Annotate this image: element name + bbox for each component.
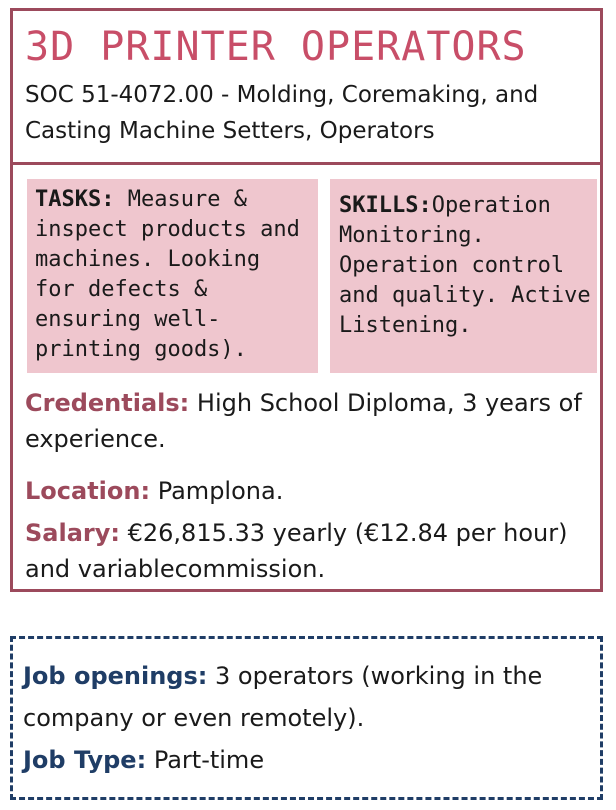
tasks-text: Measure & inspect products and machines.…	[35, 187, 300, 362]
job-openings-label: Job openings:	[23, 662, 208, 690]
salary-row: Salary: €26,815.33 yearly (€12.84 per ho…	[25, 515, 597, 587]
credentials-label: Credentials:	[25, 389, 190, 417]
job-card: 3D PRINTER OPERATORS SOC 51-4072.00 - Mo…	[10, 8, 603, 592]
location-row: Location: Pamplona.	[25, 473, 597, 509]
tasks-panel: TASKS: Measure & inspect products and ma…	[27, 179, 318, 373]
skills-label: SKILLS:	[339, 193, 432, 218]
credentials-text: High School Diploma, 3 years of experien…	[25, 389, 582, 453]
soc-subtitle: SOC 51-4072.00 - Molding, Coremaking, an…	[25, 82, 539, 144]
tasks-label: TASKS:	[35, 187, 115, 212]
job-openings-text: 3 operators (working in the company or e…	[23, 662, 543, 732]
page-title: 3D PRINTER OPERATORS	[25, 24, 527, 70]
skills-panel: SKILLS:Operation Monitoring. Operation c…	[330, 179, 597, 373]
job-type-text: Part-time	[146, 746, 265, 774]
credentials-row: Credentials: High School Diploma, 3 year…	[25, 385, 597, 457]
job-type-label: Job Type:	[23, 746, 147, 774]
salary-label: Salary:	[25, 519, 120, 547]
job-details-box: Job openings: 3 operators (working in th…	[10, 636, 603, 800]
location-text: Pamplona.	[150, 477, 284, 505]
card-header: 3D PRINTER OPERATORS SOC 51-4072.00 - Mo…	[13, 11, 600, 165]
skills-text: Operation Monitoring. Operation control …	[339, 193, 591, 338]
job-openings-row: Job openings: 3 operators (working in th…	[23, 655, 591, 739]
location-label: Location:	[25, 477, 151, 505]
salary-text: €26,815.33 yearly (€12.84 per hour) and …	[25, 519, 568, 583]
job-type-row: Job Type: Part-time	[23, 739, 591, 781]
